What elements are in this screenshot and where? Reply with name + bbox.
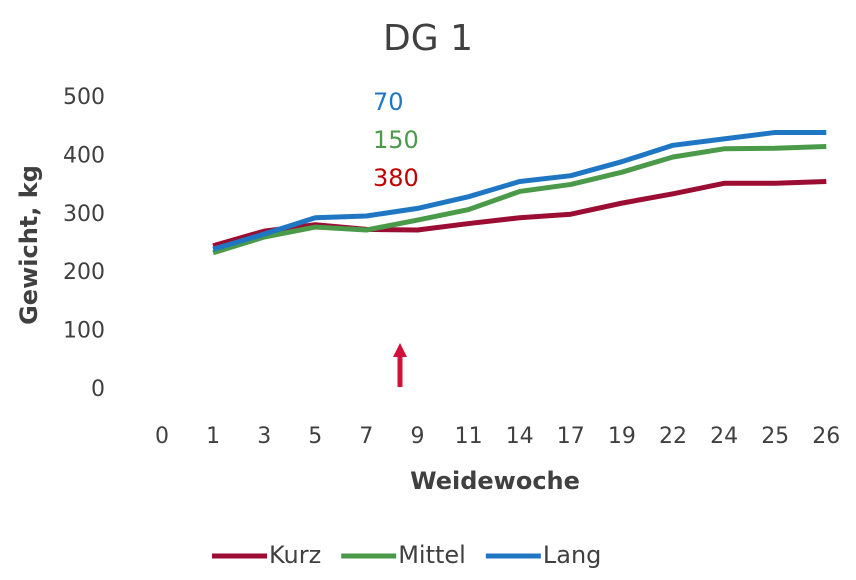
- x-tick-label: 24: [710, 424, 738, 449]
- x-tick-label: 3: [257, 424, 271, 449]
- x-tick-label: 7: [359, 424, 373, 449]
- legend-label: Lang: [543, 541, 602, 569]
- line-series: [212, 129, 827, 252]
- annotation: 380: [373, 164, 419, 192]
- arrow: [393, 343, 407, 387]
- x-tick-label: 0: [155, 424, 169, 449]
- annotation: 70: [373, 88, 404, 116]
- x-tick-label: 5: [308, 424, 322, 449]
- y-tick-label: 500: [63, 85, 105, 110]
- y-tick-label: 400: [63, 143, 105, 168]
- x-tick-label: 1: [206, 424, 220, 449]
- x-tick-label: 17: [557, 424, 585, 449]
- annotation: 150: [373, 126, 419, 154]
- x-tick-label: 25: [761, 424, 789, 449]
- x-tick-label: 22: [659, 424, 687, 449]
- y-tick-label: 100: [63, 319, 105, 344]
- x-tick-label: 19: [608, 424, 636, 449]
- legend-label: Kurz: [269, 541, 321, 569]
- x-axis-label: Weidewoche: [410, 467, 580, 495]
- y-tick-label: 0: [91, 377, 105, 402]
- y-tick-label: 200: [63, 260, 105, 285]
- legend-label: Mittel: [398, 541, 466, 569]
- x-tick-label: 14: [506, 424, 534, 449]
- x-tick-label: 9: [411, 424, 425, 449]
- y-tick-label: 300: [63, 202, 105, 227]
- x-tick-label: 11: [455, 424, 483, 449]
- y-axis-label: Gewicht, kg: [15, 165, 43, 325]
- x-tick-label: 26: [812, 424, 840, 449]
- line-series: [212, 143, 827, 256]
- chart-title: DG 1: [383, 18, 473, 59]
